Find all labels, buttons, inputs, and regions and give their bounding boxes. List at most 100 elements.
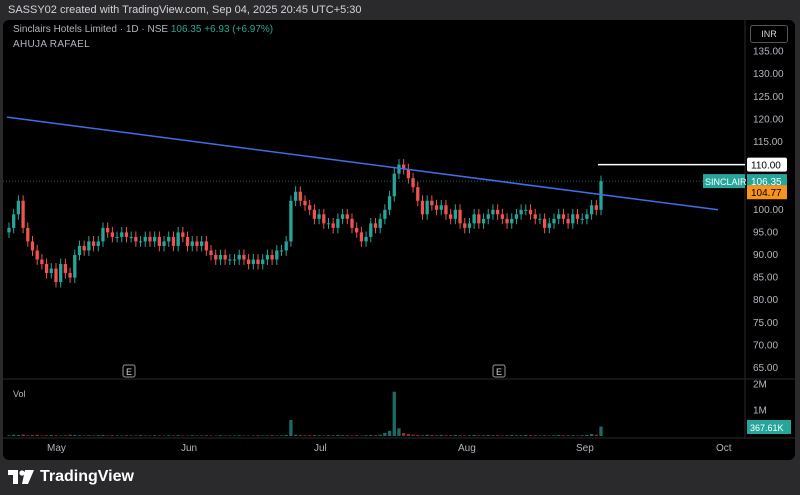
price-tick-label: 70.00 xyxy=(753,340,778,351)
volume-bar xyxy=(298,434,302,436)
candle-body xyxy=(293,191,298,201)
candle-body xyxy=(575,214,580,219)
candle-body xyxy=(68,273,72,278)
candle-body xyxy=(12,214,16,228)
last-volume-badge xyxy=(747,420,791,434)
volume-bar xyxy=(261,435,265,436)
earnings-event-label: E xyxy=(126,367,132,377)
tradingview-logo[interactable]: TradingView xyxy=(8,468,134,486)
candle-body xyxy=(246,259,251,265)
candle-body xyxy=(237,254,241,260)
candle-body xyxy=(585,214,589,219)
price-chart[interactable]: 140.00135.00130.00125.00120.00115.00110.… xyxy=(3,20,795,460)
candle-body xyxy=(477,214,481,224)
volume-bar xyxy=(434,435,439,436)
candle-body xyxy=(434,205,439,210)
candle-body xyxy=(420,200,425,215)
candle-body xyxy=(298,191,302,201)
candle-body xyxy=(369,223,373,237)
volume-bar xyxy=(176,435,180,436)
candle-body xyxy=(406,169,411,179)
candle-body xyxy=(599,181,603,210)
prev-price-badge xyxy=(747,185,787,200)
volume-bar xyxy=(49,434,53,436)
candle-body xyxy=(467,223,472,228)
volume-bar xyxy=(218,435,223,436)
candle-body xyxy=(73,254,77,278)
level-price-text: 110.00 xyxy=(751,161,781,172)
candle-body xyxy=(162,241,166,246)
currency-button[interactable]: INR xyxy=(750,25,788,43)
chart-panel[interactable]: 140.00135.00130.00125.00120.00115.00110.… xyxy=(3,20,795,460)
volume-bar xyxy=(571,435,575,436)
candle-body xyxy=(373,223,378,228)
symbol-tag-badge xyxy=(703,174,745,189)
volume-bar xyxy=(237,435,241,436)
volume-bar xyxy=(594,434,598,436)
symbol-tag-text: SINCLAIR xyxy=(705,177,747,187)
candle-body xyxy=(106,227,110,233)
symbol-title: Sinclairs Hotels Limited · 1D · NSE xyxy=(13,24,169,35)
candle-body xyxy=(453,209,457,219)
candle-body xyxy=(345,214,349,219)
price-tick-label: 125.00 xyxy=(753,92,784,103)
price-tick-label: 95.00 xyxy=(753,227,778,238)
candle-body xyxy=(566,218,570,224)
candle-body xyxy=(519,209,523,215)
volume-bar xyxy=(538,435,542,436)
volume-bar xyxy=(359,435,364,436)
candle-body xyxy=(148,236,152,242)
volume-bar xyxy=(77,435,82,436)
candle-body xyxy=(538,218,542,220)
candle-body xyxy=(63,264,68,274)
volume-bar xyxy=(303,435,307,436)
volume-bar xyxy=(566,435,570,436)
volume-bar xyxy=(138,435,143,436)
volume-bar xyxy=(16,434,21,436)
candle-body xyxy=(350,218,354,228)
volume-bar xyxy=(162,435,166,436)
earnings-event-label: E xyxy=(496,367,502,377)
price-tick-label: 100.00 xyxy=(753,205,784,216)
volume-bar xyxy=(519,435,523,436)
volume-bar xyxy=(40,435,44,436)
volume-bar xyxy=(153,435,157,436)
volume-bar xyxy=(195,435,199,436)
candle-body xyxy=(251,259,255,265)
candle-body xyxy=(16,200,21,215)
time-axis-label: Jun xyxy=(181,443,197,454)
volume-bar xyxy=(411,434,415,436)
candle-body xyxy=(110,232,115,237)
volume-bar xyxy=(82,435,86,436)
candle-body xyxy=(317,214,321,219)
candle-body xyxy=(392,173,396,197)
volume-bar xyxy=(265,435,270,436)
candle-body xyxy=(171,236,176,246)
volume-bar xyxy=(420,435,425,436)
candle-body xyxy=(458,209,462,224)
volume-bar xyxy=(54,435,58,436)
candle-body xyxy=(491,209,495,215)
candle-body xyxy=(134,236,138,242)
candle-body xyxy=(340,214,345,219)
candle-body xyxy=(115,236,119,238)
candle-body xyxy=(44,264,49,274)
candle-body xyxy=(472,214,476,224)
candle-body xyxy=(214,254,218,260)
volume-bar xyxy=(467,435,472,436)
volume-bar xyxy=(289,420,293,436)
candle-body xyxy=(204,241,208,251)
candle-body xyxy=(256,259,260,265)
candle-body xyxy=(265,254,270,260)
volume-bar xyxy=(406,433,411,436)
volume-bar xyxy=(73,434,77,436)
price-change-value: +6.93 (+6.97%) xyxy=(204,24,274,35)
candle-body xyxy=(580,218,584,220)
volume-bar xyxy=(430,434,434,436)
price-tick-label: 120.00 xyxy=(753,114,784,125)
time-axis-label: Aug xyxy=(458,443,476,454)
candle-body xyxy=(533,214,537,219)
volume-bar xyxy=(275,435,279,436)
volume-bar xyxy=(561,435,566,436)
volume-bar xyxy=(331,435,335,436)
